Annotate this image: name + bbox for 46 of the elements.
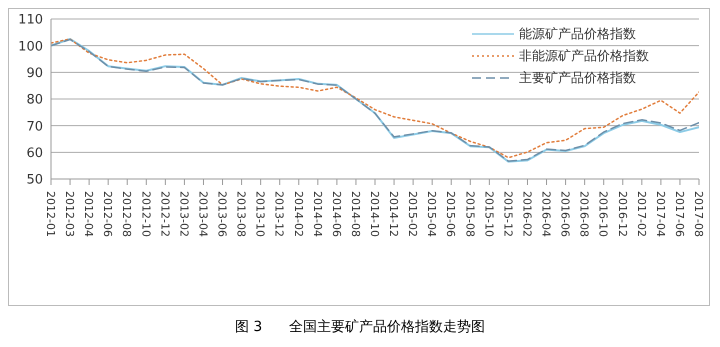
x-tick-label: 2014-02: [292, 191, 305, 237]
y-tick-label: 90: [26, 66, 43, 81]
x-tick-label: 2015-08: [463, 191, 476, 237]
y-tick-label: 50: [26, 172, 43, 188]
x-tick-label: 2015-10: [482, 191, 496, 237]
x-tick-label: 2012-10: [139, 191, 152, 237]
y-tick-label: 110: [18, 12, 43, 28]
x-tick-label: 2016-12: [616, 191, 629, 237]
x-tick-label: 2017-04: [654, 191, 667, 237]
x-tick-label: 2016-08: [578, 191, 591, 237]
legend-label: 能源矿产品价格指数: [519, 26, 636, 43]
x-tick-label: 2012-03: [63, 191, 76, 237]
y-tick-label: 100: [18, 39, 43, 54]
x-tick-label: 2016-10: [596, 191, 610, 237]
x-tick-label: 2012-01: [44, 191, 57, 237]
y-tick-label: 80: [26, 92, 43, 108]
caption: 图 3 全国主要矿产品价格指数走势图: [234, 318, 486, 336]
x-tick-label: 2016-02: [520, 191, 534, 237]
x-tick-label: 2015-04: [425, 191, 438, 237]
x-tick-label: 2015-02: [406, 191, 420, 237]
x-tick-label: 2013-08: [234, 191, 248, 237]
x-tick-label: 2013-06: [216, 191, 229, 237]
x-tick-label: 2012-06: [101, 191, 114, 237]
x-tick-label: 2012-12: [158, 191, 172, 237]
x-tick-label: 2015-06: [444, 191, 458, 237]
x-tick-label: 2015-12: [501, 191, 514, 237]
y-tick-label: 60: [26, 146, 43, 161]
x-tick-label: 2017-02: [634, 191, 648, 237]
x-tick-label: 2013-12: [272, 191, 286, 237]
x-tick-label: 2016-04: [540, 191, 553, 237]
x-tick-label: 2014-04: [310, 191, 324, 237]
x-tick-label: 2014-08: [348, 191, 362, 237]
x-tick-label: 2013-10: [254, 191, 267, 237]
legend-label: 非能源矿产品价格指数: [519, 48, 649, 65]
y-tick-label: 70: [26, 119, 43, 134]
x-tick-label: 2014-12: [387, 191, 400, 237]
x-tick-label: 2012-04: [82, 191, 96, 237]
x-tick-label: 2014-06: [330, 191, 343, 237]
x-tick-label: 2012-08: [120, 191, 134, 237]
x-tick-label: 2016-06: [558, 191, 572, 237]
x-tick-label: 2013-02: [177, 191, 190, 237]
x-tick-label: 2017-08: [692, 191, 705, 237]
x-tick-label: 2013-04: [196, 191, 210, 237]
x-tick-label: 2014-10: [368, 191, 381, 237]
legend-label: 主要矿产品价格指数: [519, 70, 636, 87]
x-tick-label: 2017-06: [672, 191, 686, 237]
